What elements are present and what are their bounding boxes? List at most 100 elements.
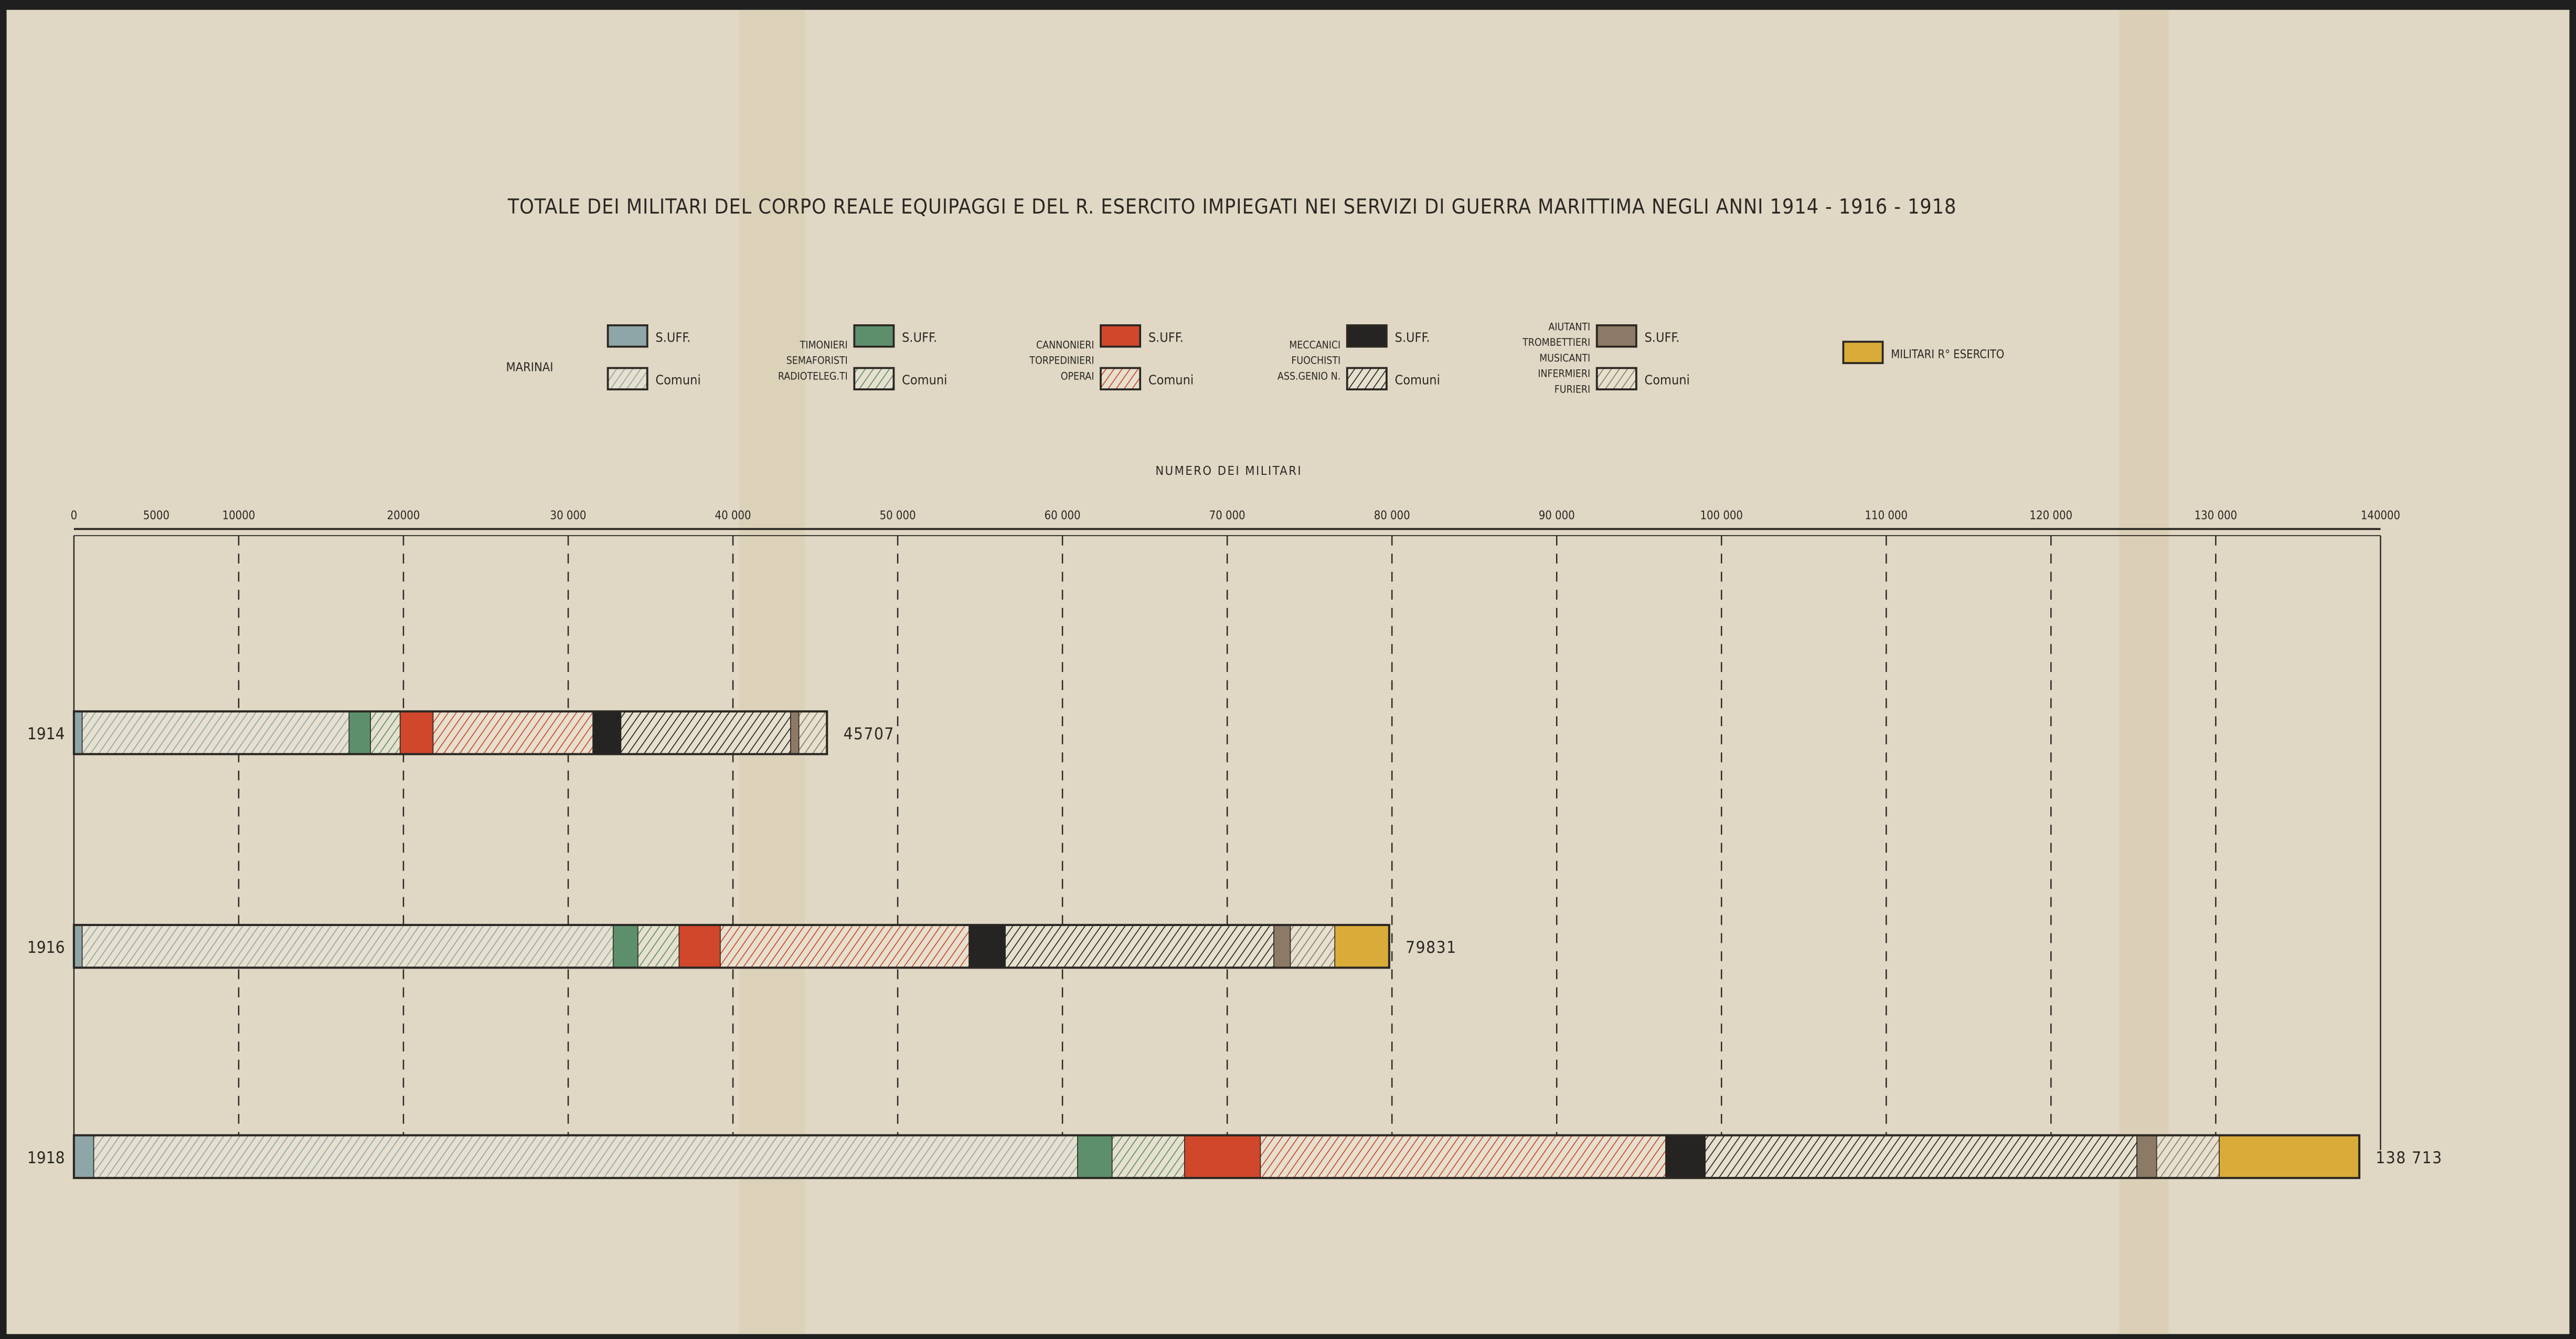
x-tick-label: 90 000 bbox=[1539, 509, 1575, 522]
legend-group-label: TIMONIERI bbox=[800, 339, 848, 351]
bar-segment bbox=[620, 711, 791, 755]
bar-segment bbox=[1077, 1134, 1113, 1178]
bar-1916: 1916 79831 bbox=[27, 923, 1456, 969]
bar-segment bbox=[1273, 924, 1291, 969]
legend-group: MECCANICI FUOCHISTI ASS.GENIO N. S.UFF. Comu… bbox=[1278, 324, 1440, 390]
bar-segment bbox=[2136, 1134, 2157, 1178]
legend-group: AIUTANTI TROMBETTIERI MUSICANTI INFERMIERI F… bbox=[1522, 321, 1690, 395]
legend-item-label: Comuni bbox=[1395, 373, 1440, 388]
bar-segment bbox=[1290, 924, 1336, 969]
bars: 1914 45707 1916 79831 1918 138 713 bbox=[27, 710, 2442, 1179]
chart-title: TOTALE DEI MILITARI DEL CORPO REALE EQUI… bbox=[507, 195, 1957, 219]
legend-swatch bbox=[606, 324, 648, 348]
bar-segment bbox=[968, 924, 1006, 969]
bar-segment bbox=[790, 711, 800, 755]
bar-segment bbox=[612, 924, 638, 969]
legend-swatch bbox=[853, 324, 895, 348]
legend-swatch bbox=[1100, 367, 1142, 390]
legend-swatch bbox=[853, 367, 895, 390]
legend-group-label: MARINAI bbox=[506, 360, 553, 375]
legend-group-label: AIUTANTI bbox=[1548, 321, 1590, 333]
x-tick-label: 110 000 bbox=[1865, 509, 1908, 522]
bar-segment bbox=[678, 924, 721, 969]
bar-segment bbox=[1184, 1134, 1261, 1178]
legend-item-label: MILITARI R° ESERCITO bbox=[1891, 348, 2004, 362]
legend-group: MARINAI S.UFF. Comuni bbox=[506, 324, 701, 390]
x-tick-label: 130 000 bbox=[2195, 509, 2237, 522]
legend-group-label: FUOCHISTI bbox=[1291, 355, 1340, 367]
x-tick-label: 5000 bbox=[143, 509, 169, 522]
bar-segment bbox=[93, 1134, 1078, 1178]
legend-group-label: OPERAI bbox=[1061, 370, 1094, 382]
bar-segment bbox=[1334, 924, 1390, 969]
legend-group-label: SEMAFORISTI bbox=[786, 355, 848, 367]
legend-group-label: INFERMIERI bbox=[1538, 368, 1590, 380]
year-label: 1918 bbox=[27, 1149, 65, 1167]
bar-segment bbox=[1111, 1134, 1185, 1178]
legend-group-label: MUSICANTI bbox=[1539, 352, 1590, 364]
bar-segment bbox=[432, 711, 593, 755]
year-label: 1916 bbox=[27, 938, 65, 957]
bar-segment bbox=[720, 924, 970, 969]
legend-item-label: Comuni bbox=[902, 373, 947, 388]
bar-segment bbox=[592, 711, 622, 755]
bar-segment bbox=[637, 924, 680, 969]
year-label: 1914 bbox=[27, 725, 65, 743]
legend-item-label: Comuni bbox=[1645, 373, 1690, 388]
bar-1918: 1918 138 713 bbox=[27, 1134, 2442, 1179]
bar-segment bbox=[1705, 1134, 2137, 1178]
legend-group-label: MECCANICI bbox=[1289, 339, 1340, 351]
legend-group: CANNONIERI TORPEDINIERI OPERAI S.UFF. Comuni bbox=[1029, 324, 1194, 390]
x-tick-label: 20000 bbox=[387, 509, 420, 522]
x-tick-label: 40 000 bbox=[715, 509, 751, 522]
bar-segment bbox=[81, 711, 350, 755]
legend-group: MILITARI R° ESERCITO bbox=[1842, 341, 2004, 364]
total-label: 79831 bbox=[1406, 938, 1456, 957]
bar-segment bbox=[1260, 1134, 1666, 1178]
bar-segment bbox=[73, 711, 83, 755]
x-tick-label: 70 000 bbox=[1209, 509, 1246, 522]
bar-segment bbox=[73, 1134, 94, 1178]
bar-outline bbox=[72, 1134, 2360, 1179]
x-tick-label: 120 000 bbox=[2030, 509, 2072, 522]
legend-swatch bbox=[606, 367, 648, 390]
bar-segment bbox=[81, 924, 614, 969]
bar-segment bbox=[73, 924, 83, 969]
x-tick-label: 60 000 bbox=[1045, 509, 1081, 522]
bar-segment bbox=[2156, 1134, 2220, 1178]
x-tick-label: 50 000 bbox=[880, 509, 916, 522]
legend-group-label: TROMBETTIERI bbox=[1522, 336, 1590, 348]
bar-segment bbox=[370, 711, 401, 755]
x-tick-label: 80 000 bbox=[1374, 509, 1410, 522]
x-tick-label: 10000 bbox=[222, 509, 256, 522]
legend: MARINAI S.UFF. Comuni TIMONIERI SEMAFORISTI R… bbox=[506, 321, 2004, 395]
total-label: 138 713 bbox=[2376, 1149, 2442, 1167]
legend-group-label: RADIOTELEG.TI bbox=[778, 370, 848, 382]
bar-1914: 1914 45707 bbox=[27, 710, 893, 756]
x-axis-label: NUMERO DEI MILITARI bbox=[1155, 463, 1302, 478]
legend-swatch bbox=[1595, 324, 1637, 348]
bar-segment bbox=[1665, 1134, 1706, 1178]
x-tick-label: 140000 bbox=[2361, 509, 2400, 522]
legend-item-label: S.UFF. bbox=[1645, 330, 1680, 345]
legend-swatch bbox=[1346, 324, 1388, 348]
bar-outline bbox=[72, 923, 1390, 969]
x-tick-label: 100 000 bbox=[1700, 509, 1742, 522]
legend-group-label: ASS.GENIO N. bbox=[1278, 370, 1340, 382]
fold-shade bbox=[739, 9, 805, 1334]
legend-group-label: CANNONIERI bbox=[1036, 339, 1094, 351]
x-tick-label: 0 bbox=[71, 509, 78, 522]
legend-item-label: Comuni bbox=[1148, 373, 1194, 388]
legend-group-label: TORPEDINIERI bbox=[1029, 355, 1094, 367]
bar-segment bbox=[2219, 1134, 2360, 1178]
bar-segment bbox=[798, 711, 828, 755]
legend-group-label: FURIERI bbox=[1555, 383, 1590, 395]
legend-item-label: S.UFF. bbox=[1395, 330, 1430, 345]
x-tick-label: 30 000 bbox=[550, 509, 587, 522]
legend-swatch bbox=[1842, 341, 1884, 364]
bar-segment bbox=[348, 711, 371, 755]
fold-shade bbox=[2119, 9, 2169, 1334]
bar-segment bbox=[399, 711, 434, 755]
